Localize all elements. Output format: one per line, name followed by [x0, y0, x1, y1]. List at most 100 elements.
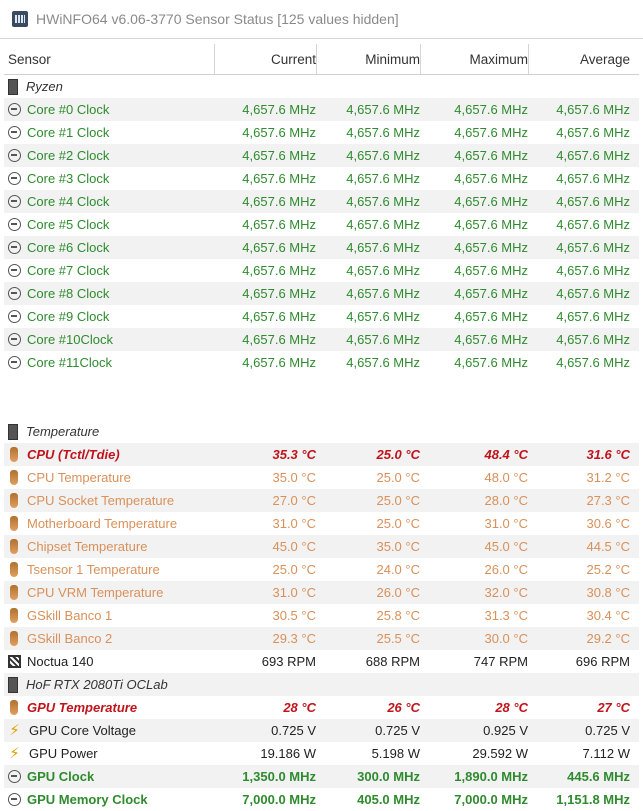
sensor-name: Core #2 Clock — [8, 144, 213, 167]
column-header-average[interactable]: Average — [579, 51, 630, 67]
table-row[interactable]: ⚡ GPU Core Voltage 0.725 V 0.725 V 0.925 V 0.… — [4, 719, 639, 742]
sensor-name: ⚡ GPU Power — [8, 742, 213, 765]
table-row[interactable]: Core #9 Clock 4,657.6 MHz 4,657.6 MHz 4,657… — [4, 305, 639, 328]
table-row[interactable]: GPU Clock 1,350.0 MHz 300.0 MHz 1,890.0 MHz… — [4, 765, 639, 788]
thermometer-icon — [10, 470, 18, 485]
sensor-name: Core #1 Clock — [8, 121, 213, 144]
table-row[interactable]: ⚡ GPU Power 19.186 W 5.198 W 29.592 W 7.112 W — [4, 742, 639, 765]
table-row[interactable]: GSkill Banco 1 30.5 °C 25.8 °C 31.3 °C 30.4 … — [4, 604, 639, 627]
table-row[interactable]: Tsensor 1 Temperature 25.0 °C 24.0 °C 26.0 … — [4, 558, 639, 581]
average-value: 0.725 V — [585, 723, 630, 738]
group-label: Temperature — [8, 420, 213, 443]
average-value: 44.5 °C — [586, 539, 630, 554]
table-header: Sensor Current Minimum Maximum Average — [4, 44, 639, 75]
sensor-name: Core #3 Clock — [8, 167, 213, 190]
sensor-label: Core #3 Clock — [27, 171, 110, 186]
column-header-minimum[interactable]: Minimum — [365, 51, 420, 67]
sensor-label: Core #0 Clock — [27, 102, 110, 117]
sensor-label: Core #6 Clock — [27, 240, 110, 255]
minimum-value: 688 RPM — [365, 654, 420, 669]
minimum-value: 4,657.6 MHz — [346, 102, 420, 117]
current-value: 4,657.6 MHz — [242, 148, 316, 163]
minimum-value: 25.0 °C — [376, 447, 420, 462]
average-value: 27 °C — [597, 700, 630, 715]
column-header-current[interactable]: Current — [270, 51, 316, 67]
clock-icon — [8, 793, 21, 806]
table-row[interactable]: CPU (Tctl/Tdie) 35.3 °C 25.0 °C 48.4 °C 31.6… — [4, 443, 639, 466]
sensor-label: GPU Clock — [27, 769, 95, 784]
table-row[interactable]: CPU Temperature 35.0 °C 25.0 °C 48.0 °C 31.2… — [4, 466, 639, 489]
sensor-name: Core #10Clock — [8, 328, 213, 351]
column-header-sensor[interactable]: Sensor — [8, 51, 51, 67]
minimum-value: 26.0 °C — [376, 585, 420, 600]
sensor-group-temperature[interactable]: Temperature — [4, 420, 639, 443]
average-value: 30.6 °C — [586, 516, 630, 531]
current-value: 28 °C — [283, 700, 316, 715]
current-value: 29.3 °C — [272, 631, 316, 646]
sensor-name: Core #0 Clock — [8, 98, 213, 121]
table-row[interactable]: GPU Memory Clock 7,000.0 MHz 405.0 MHz 7,00… — [4, 788, 639, 811]
table-row[interactable]: Core #8 Clock 4,657.6 MHz 4,657.6 MHz 4,657… — [4, 282, 639, 305]
table-row[interactable]: Core #11Clock 4,657.6 MHz 4,657.6 MHz 4,657… — [4, 351, 639, 374]
current-value: 4,657.6 MHz — [242, 355, 316, 370]
chip-icon — [8, 676, 18, 693]
column-header-maximum[interactable]: Maximum — [469, 51, 528, 67]
sensor-group-ryzen[interactable]: Ryzen — [4, 75, 639, 98]
minimum-value: 300.0 MHz — [357, 769, 420, 784]
sensor-name: Core #4 Clock — [8, 190, 213, 213]
minimum-value: 4,657.6 MHz — [346, 194, 420, 209]
current-value: 4,657.6 MHz — [242, 194, 316, 209]
table-row[interactable]: Core #0 Clock 4,657.6 MHz 4,657.6 MHz 4,657… — [4, 98, 639, 121]
maximum-value: 1,890.0 MHz — [454, 769, 528, 784]
average-value: 25.2 °C — [586, 562, 630, 577]
sensor-name: Core #11Clock — [8, 351, 213, 374]
sensor-name: Tsensor 1 Temperature — [8, 558, 213, 581]
sensor-label: Core #8 Clock — [27, 286, 110, 301]
current-value: 0.725 V — [271, 723, 316, 738]
table-row[interactable]: Core #6 Clock 4,657.6 MHz 4,657.6 MHz 4,657… — [4, 236, 639, 259]
table-row[interactable]: GSkill Banco 2 29.3 °C 25.5 °C 30.0 °C 29.2 … — [4, 627, 639, 650]
thermometer-icon — [10, 516, 18, 531]
table-row[interactable]: Core #7 Clock 4,657.6 MHz 4,657.6 MHz 4,657… — [4, 259, 639, 282]
average-value: 4,657.6 MHz — [556, 125, 630, 140]
fan-icon — [8, 655, 21, 668]
sensor-label: Tsensor 1 Temperature — [27, 562, 160, 577]
minimum-value: 4,657.6 MHz — [346, 309, 420, 324]
table-row[interactable]: CPU Socket Temperature 27.0 °C 25.0 °C 28.0… — [4, 489, 639, 512]
table-row[interactable]: GPU Temperature 28 °C 26 °C 28 °C 27 °C — [4, 696, 639, 719]
sensor-label: Core #2 Clock — [27, 148, 110, 163]
group-label-text: Ryzen — [26, 79, 63, 94]
table-row[interactable]: Core #10Clock 4,657.6 MHz 4,657.6 MHz 4,657… — [4, 328, 639, 351]
average-value: 696 RPM — [575, 654, 630, 669]
maximum-value: 4,657.6 MHz — [454, 194, 528, 209]
table-row[interactable]: Noctua 140 693 RPM 688 RPM 747 RPM 696 RPM — [4, 650, 639, 673]
maximum-value: 4,657.6 MHz — [454, 309, 528, 324]
current-value: 19.186 W — [260, 746, 316, 761]
current-value: 30.5 °C — [272, 608, 316, 623]
minimum-value: 26 °C — [387, 700, 420, 715]
table-row[interactable]: Core #3 Clock 4,657.6 MHz 4,657.6 MHz 4,657… — [4, 167, 639, 190]
table-row[interactable]: CPU VRM Temperature 31.0 °C 26.0 °C 32.0 °C… — [4, 581, 639, 604]
sensor-label: Motherboard Temperature — [27, 516, 178, 531]
average-value: 4,657.6 MHz — [556, 217, 630, 232]
clock-icon — [8, 103, 21, 116]
table-row[interactable]: Core #2 Clock 4,657.6 MHz 4,657.6 MHz 4,657… — [4, 144, 639, 167]
table-row[interactable]: Core #4 Clock 4,657.6 MHz 4,657.6 MHz 4,657… — [4, 190, 639, 213]
sensor-label: CPU VRM Temperature — [27, 585, 164, 600]
average-value: 4,657.6 MHz — [556, 355, 630, 370]
maximum-value: 28.0 °C — [484, 493, 528, 508]
sensor-name: CPU VRM Temperature — [8, 581, 213, 604]
minimum-value: 4,657.6 MHz — [346, 286, 420, 301]
sensor-label: Core #4 Clock — [27, 194, 110, 209]
average-value: 4,657.6 MHz — [556, 332, 630, 347]
clock-icon — [8, 264, 21, 277]
sensor-group-gpu[interactable]: HoF RTX 2080Ti OCLab — [4, 673, 639, 696]
table-row[interactable]: Core #1 Clock 4,657.6 MHz 4,657.6 MHz 4,657… — [4, 121, 639, 144]
sensor-label: Core #7 Clock — [27, 263, 110, 278]
sensor-name: ⚡ GPU Core Voltage — [8, 719, 213, 742]
maximum-value: 4,657.6 MHz — [454, 217, 528, 232]
table-row[interactable]: Core #5 Clock 4,657.6 MHz 4,657.6 MHz 4,657… — [4, 213, 639, 236]
table-row[interactable]: Chipset Temperature 45.0 °C 35.0 °C 45.0 °C… — [4, 535, 639, 558]
table-row[interactable]: Motherboard Temperature 31.0 °C 25.0 °C 31.… — [4, 512, 639, 535]
sensor-name: CPU Socket Temperature — [8, 489, 213, 512]
